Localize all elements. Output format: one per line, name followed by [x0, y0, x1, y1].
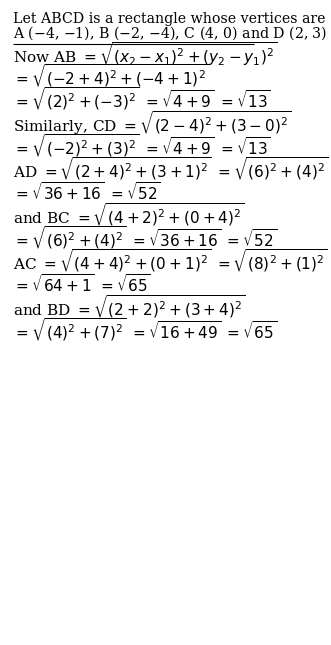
Text: $= \sqrt{(-2+4)^2 + (-4+1)^2}$: $= \sqrt{(-2+4)^2 + (-4+1)^2}$ [13, 63, 209, 90]
Text: $= \sqrt{(-2)^2 + (3)^2}$ $= \sqrt{4+9}$ $= \sqrt{13}$: $= \sqrt{(-2)^2 + (3)^2}$ $= \sqrt{4+9}$… [13, 132, 271, 159]
Text: Let ABCD is a rectangle whose vertices are: Let ABCD is a rectangle whose vertices a… [13, 12, 325, 26]
Text: Now AB $= \sqrt{(x_2 - x_1)^2 + (y_2 - y_1)^2}$: Now AB $= \sqrt{(x_2 - x_1)^2 + (y_2 - y… [13, 40, 277, 68]
Text: A ($-$4, $-$1), B ($-$2, $-$4), C (4, 0) and D (2, 3): A ($-$4, $-$1), B ($-$2, $-$4), C (4, 0)… [13, 25, 327, 43]
Text: AC $= \sqrt{(4+4)^2 + (0+1)^2}$ $= \sqrt{(8)^2 + (1)^2}$: AC $= \sqrt{(4+4)^2 + (0+1)^2}$ $= \sqrt… [13, 248, 328, 275]
Text: $= \sqrt{(4)^2 + (7)^2}$ $= \sqrt{16+49}$ $= \sqrt{65}$: $= \sqrt{(4)^2 + (7)^2}$ $= \sqrt{16+49}… [13, 317, 277, 344]
Text: $= \sqrt{(2)^2 + (-3)^2}$ $= \sqrt{4+9}$ $= \sqrt{13}$: $= \sqrt{(2)^2 + (-3)^2}$ $= \sqrt{4+9}$… [13, 86, 271, 114]
Text: $= \sqrt{36+16}$ $= \sqrt{52}$: $= \sqrt{36+16}$ $= \sqrt{52}$ [13, 181, 161, 203]
Text: Similarly, CD $= \sqrt{(2-4)^2 + (3-0)^2}$: Similarly, CD $= \sqrt{(2-4)^2 + (3-0)^2… [13, 109, 292, 137]
Text: and BD $= \sqrt{(2+2)^2 + (3+4)^2}$: and BD $= \sqrt{(2+2)^2 + (3+4)^2}$ [13, 293, 246, 321]
Text: $= \sqrt{(6)^2 + (4)^2}$ $= \sqrt{36+16}$ $= \sqrt{52}$: $= \sqrt{(6)^2 + (4)^2}$ $= \sqrt{36+16}… [13, 224, 277, 252]
Text: AD $= \sqrt{(2+4)^2 + (3+1)^2}$ $= \sqrt{(6)^2 + (4)^2}$: AD $= \sqrt{(2+4)^2 + (3+1)^2}$ $= \sqrt… [13, 155, 329, 183]
Text: and BC $= \sqrt{(4+2)^2 + (0+4)^2}$: and BC $= \sqrt{(4+2)^2 + (0+4)^2}$ [13, 202, 245, 228]
Text: $= \sqrt{64+1}$ $= \sqrt{65}$: $= \sqrt{64+1}$ $= \sqrt{65}$ [13, 273, 151, 295]
